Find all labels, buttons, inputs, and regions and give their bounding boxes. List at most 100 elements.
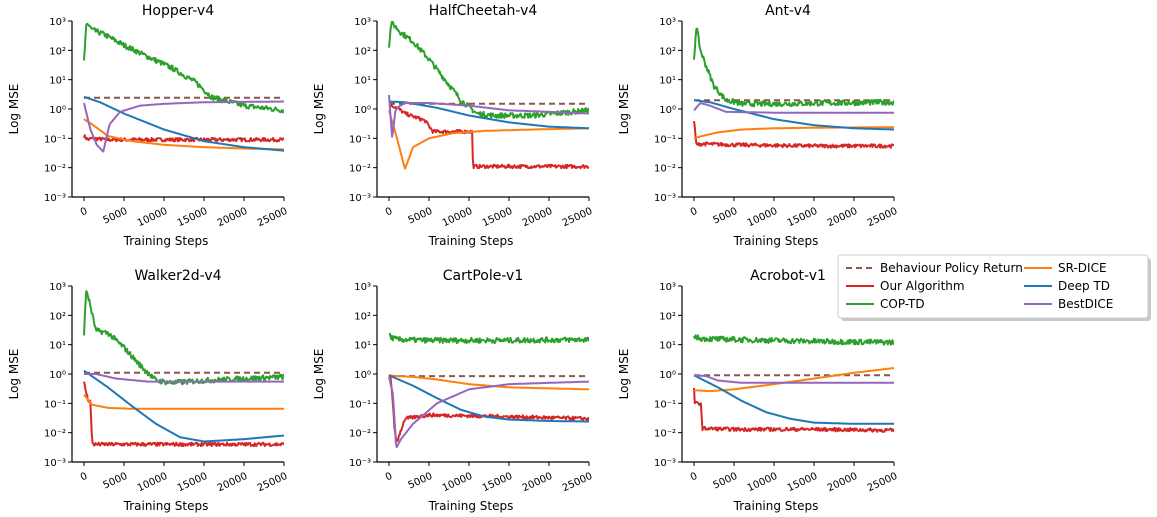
x-tick-label: 20000: [216, 471, 249, 494]
x-tick-label: 15000: [786, 471, 819, 494]
y-axis-label: Log MSE: [617, 84, 631, 135]
x-axis-label: Training Steps: [733, 234, 819, 248]
y-tick-label: 10³: [354, 17, 371, 28]
x-tick-label: 25000: [256, 206, 289, 229]
y-tick-label: 10⁻³: [44, 193, 66, 204]
x-tick-label: 25000: [866, 471, 899, 494]
panel-title: Ant-v4: [765, 3, 811, 19]
y-tick-label: 10³: [49, 17, 66, 28]
series-line-our-algorithm: [693, 387, 894, 433]
series-line-deep-td: [83, 95, 284, 152]
y-tick-label: 10³: [659, 17, 676, 28]
y-tick-label: 10⁻²: [44, 164, 66, 175]
x-tick-label: 0: [79, 471, 89, 484]
series-group: [693, 27, 894, 149]
x-tick-label: 25000: [561, 206, 594, 229]
y-tick-label: 10¹: [49, 341, 66, 352]
x-tick-label: 0: [384, 471, 394, 484]
x-axis-label: Training Steps: [733, 499, 819, 513]
x-tick-label: 20000: [521, 206, 554, 229]
y-tick-label: 10⁰: [659, 105, 676, 116]
y-tick-label: 10⁻³: [654, 193, 676, 204]
y-tick-label: 10⁻¹: [44, 399, 66, 410]
series-line-cop-td: [693, 27, 894, 108]
x-tick-label: 15000: [481, 206, 514, 229]
series-line-cop-td: [693, 334, 894, 346]
x-tick-label: 0: [689, 471, 699, 484]
series-group: [388, 21, 589, 170]
series-line-sr-dice: [693, 367, 894, 393]
y-tick-label: 10⁻³: [44, 458, 66, 469]
y-tick-label: 10¹: [659, 76, 676, 87]
x-tick-label: 20000: [826, 471, 859, 494]
series-line-bestdice: [693, 102, 894, 114]
y-tick-label: 10³: [659, 282, 676, 293]
y-tick-label: 10⁻¹: [654, 134, 676, 145]
y-tick-label: 10²: [49, 311, 66, 322]
series-line-our-algorithm: [693, 120, 894, 149]
y-tick-label: 10⁰: [354, 105, 371, 116]
y-axis-label: Log MSE: [7, 349, 21, 400]
panel-halfcheetah-v4: HalfCheetah-v4 10⁻³ 10⁻² 10⁻¹ 10⁰ 10¹ 10² 10³ 0 5…: [312, 3, 594, 248]
series-line-sr-dice: [693, 126, 894, 140]
x-tick-label: 25000: [561, 471, 594, 494]
series-line-our-algorithm: [83, 381, 284, 448]
x-tick-label: 5000: [102, 471, 130, 492]
legend-label: COP-TD: [880, 297, 925, 311]
x-axis-label: Training Steps: [428, 234, 514, 248]
series-group: [388, 332, 589, 449]
y-tick-label: 10⁻¹: [349, 134, 371, 145]
y-tick-label: 10⁻²: [349, 164, 371, 175]
y-tick-label: 10⁰: [49, 105, 66, 116]
y-tick-label: 10²: [354, 311, 371, 322]
y-tick-label: 10⁻³: [349, 458, 371, 469]
series-line-sr-dice: [388, 110, 589, 170]
x-axis-label: Training Steps: [428, 499, 514, 513]
x-tick-label: 5000: [102, 206, 130, 227]
legend-label: SR-DICE: [1058, 261, 1107, 275]
x-axis-label: Training Steps: [123, 499, 209, 513]
series-line-cop-td: [83, 22, 284, 114]
x-tick-label: 15000: [481, 471, 514, 494]
y-tick-label: 10⁻²: [654, 164, 676, 175]
panel-title: CartPole-v1: [443, 268, 523, 284]
panel-title: HalfCheetah-v4: [429, 3, 538, 19]
x-tick-label: 5000: [407, 206, 435, 227]
series-group: [83, 290, 284, 448]
y-axis-label: Log MSE: [617, 349, 631, 400]
y-tick-label: 10⁰: [49, 370, 66, 381]
series-line-deep-td: [693, 99, 894, 131]
y-tick-label: 10⁻¹: [44, 134, 66, 145]
panel-cartpole-v1: CartPole-v1 10⁻³ 10⁻² 10⁻¹ 10⁰ 10¹ 10² 10³ 0 5000…: [312, 268, 594, 513]
x-tick-label: 10000: [136, 471, 169, 494]
series-line-bestdice: [83, 373, 284, 383]
y-tick-label: 10⁻²: [349, 429, 371, 440]
y-tick-label: 10²: [354, 46, 371, 57]
y-tick-label: 10²: [49, 46, 66, 57]
x-tick-label: 25000: [256, 471, 289, 494]
x-tick-label: 10000: [136, 206, 169, 229]
y-tick-label: 10¹: [354, 76, 371, 87]
legend-label: Our Algorithm: [880, 279, 965, 293]
panel-title: Walker2d-v4: [134, 268, 221, 284]
series-line-sr-dice: [83, 393, 284, 410]
legend: Behaviour Policy Return Our Algorithm COP-…: [837, 254, 1151, 321]
panel-ant-v4: Ant-v4 10⁻³ 10⁻² 10⁻¹ 10⁰ 10¹ 10² 10³ 0 5000 10000…: [617, 3, 899, 248]
x-tick-label: 20000: [521, 471, 554, 494]
y-tick-label: 10¹: [659, 341, 676, 352]
y-tick-label: 10²: [659, 311, 676, 322]
x-tick-label: 5000: [407, 471, 435, 492]
y-tick-label: 10⁻²: [44, 429, 66, 440]
x-tick-label: 15000: [786, 206, 819, 229]
y-axis-label: Log MSE: [312, 349, 326, 400]
series-line-cop-td: [388, 332, 589, 344]
panel-title: Hopper-v4: [142, 3, 214, 19]
x-tick-label: 25000: [866, 206, 899, 229]
series-line-bestdice: [388, 94, 589, 138]
y-tick-label: 10⁻¹: [349, 399, 371, 410]
series-line-our-algorithm: [83, 134, 284, 143]
panel-title: Acrobot-v1: [750, 268, 826, 284]
series-line-deep-td: [388, 100, 589, 130]
y-tick-label: 10⁻³: [654, 458, 676, 469]
